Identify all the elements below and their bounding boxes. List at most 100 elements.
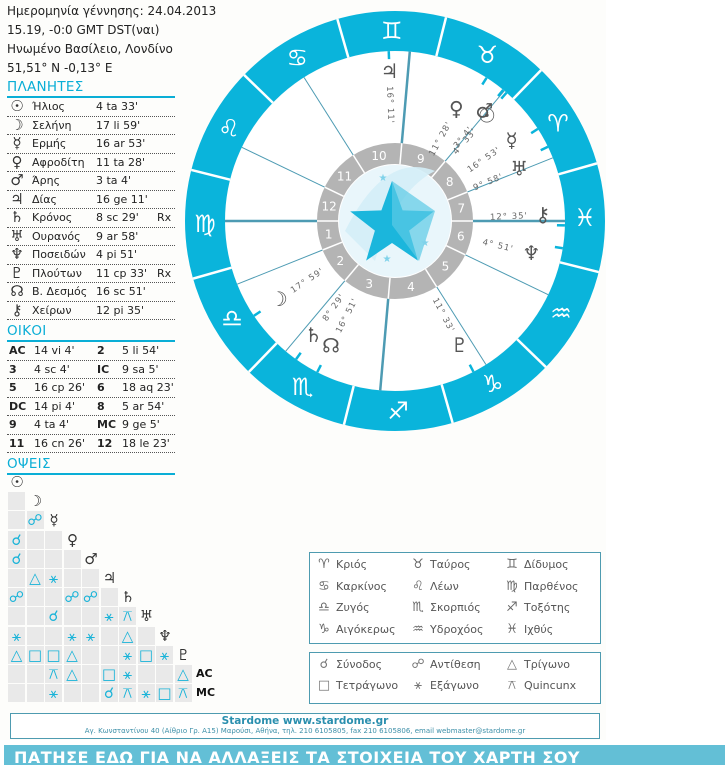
aspect-legend-item: □ Τετράγωνο <box>317 678 398 693</box>
moon-icon: ☽ <box>270 287 288 311</box>
zodiac-sign-icon: ♋ <box>287 44 309 72</box>
aspect-name: Αντίθεση <box>430 658 481 671</box>
house-number: 9 <box>417 152 425 166</box>
zodiac-sign-icon: ♊ <box>381 17 403 45</box>
aspect-glyph-icon: ☌ <box>317 657 331 672</box>
sign-glyph-icon: ♐ <box>505 600 519 615</box>
pluto-icon: ♇ <box>451 333 469 357</box>
aspect-glyph-icon: △ <box>505 657 519 672</box>
sign-glyph-icon: ♋ <box>317 579 331 594</box>
footer: Stardome www.stardome.gr Αγ. Κωνσταντίνο… <box>10 713 600 739</box>
sign-legend-item: ♉ Ταύρος <box>411 557 471 572</box>
aspect-name: Quincunx <box>524 679 576 692</box>
footer-address: Αγ. Κωνσταντίνου 40 (Αίθριο Γρ. Α15) Μαρ… <box>11 727 599 736</box>
aspect-glyph-icon: □ <box>317 678 331 693</box>
zodiac-sign-icon: ♉ <box>477 41 499 69</box>
sign-legend-item: ♋ Καρκίνος <box>317 579 387 594</box>
sign-name: Υδροχόος <box>430 623 483 636</box>
sign-name: Λέων <box>430 580 459 593</box>
house-number: 1 <box>325 227 333 241</box>
aspect-legend-item: △ Τρίγωνο <box>505 657 570 672</box>
sign-legend-item: ♌ Λέων <box>411 579 459 594</box>
zodiac-sign-icon: ♌ <box>218 115 240 143</box>
sign-glyph-icon: ♑ <box>317 622 331 637</box>
zodiac-sign-icon: ♈ <box>547 109 569 137</box>
sign-glyph-icon: ♎ <box>317 600 331 615</box>
sign-glyph-icon: ♊ <box>505 557 519 572</box>
aspect-glyph-icon: ⚻ <box>505 678 519 693</box>
zodiac-sign-icon: ♏ <box>292 373 314 401</box>
zodiac-sign-icon: ♒ <box>550 299 572 327</box>
sign-name: Κριός <box>336 558 367 571</box>
sign-legend-item: ♊ Δίδυμος <box>505 557 569 572</box>
aspect-glyph-icon: ☍ <box>411 657 425 672</box>
house-number: 3 <box>365 277 373 291</box>
zodiac-sign-icon: ♎ <box>221 305 243 333</box>
house-number: 7 <box>457 202 465 216</box>
sign-legend-item: ♎ Ζυγός <box>317 600 370 615</box>
aspect-name: Σύνοδος <box>336 658 382 671</box>
house-number: 5 <box>442 259 450 273</box>
aspect-legend-item: ☌ Σύνοδος <box>317 657 382 672</box>
sign-legend-item: ♑ Αιγόκερως <box>317 622 396 637</box>
small-star-icon: ★ <box>421 238 430 249</box>
aspect-glyph-icon: ⚹ <box>411 678 425 693</box>
sign-legend-item: ♒ Υδροχόος <box>411 622 483 637</box>
sign-glyph-icon: ♌ <box>411 579 425 594</box>
sign-name: Σκορπιός <box>430 601 481 614</box>
aspect-name: Τρίγωνο <box>524 658 570 671</box>
sign-glyph-icon: ♍ <box>505 579 519 594</box>
jupiter-icon: ♃ <box>381 59 399 83</box>
sign-name: Τοξότης <box>524 601 570 614</box>
change-chart-banner-button[interactable]: ΠΑΤΗΣΕ ΕΔΩ ΓΙΑ ΝΑ ΑΛΛΑΞΕΙΣ ΤΑ ΣΤΟΙΧΕΙΑ Τ… <box>4 745 725 765</box>
aspect-name: Τετράγωνο <box>336 679 398 692</box>
aspect-legend: ☌ Σύνοδος ☍ Αντίθεση △ Τρίγωνο □ Τετράγωνο ⚹ Εξάγ… <box>309 652 601 704</box>
sign-legend-item: ♍ Παρθένος <box>505 579 579 594</box>
chiron-icon: ⚷ <box>536 203 551 227</box>
sign-name: Δίδυμος <box>524 558 569 571</box>
neptune-icon: ♆ <box>522 241 540 265</box>
planet-tick <box>555 247 563 248</box>
house-number: 10 <box>371 149 386 163</box>
uranus-icon: ♅ <box>510 156 528 180</box>
sign-glyph-icon: ♈ <box>317 557 331 572</box>
sign-legend-item: ♐ Τοξότης <box>505 600 570 615</box>
house-number: 11 <box>337 170 352 184</box>
aspect-legend-item: ⚻ Quincunx <box>505 678 576 693</box>
sign-name: Ζυγός <box>336 601 370 614</box>
sign-glyph-icon: ♏ <box>411 600 425 615</box>
zodiac-sign-icon: ♓ <box>574 204 596 232</box>
sign-name: Καρκίνος <box>336 580 387 593</box>
aspect-legend-item: ☍ Αντίθεση <box>411 657 481 672</box>
sign-glyph-icon: ♓ <box>505 622 519 637</box>
small-star-icon: ★ <box>383 254 392 265</box>
zodiac-sign-icon: ♐ <box>387 397 409 425</box>
house-number: 6 <box>457 230 465 244</box>
mercury-icon: ☿ <box>505 128 517 152</box>
venus-icon: ♀ <box>449 97 464 121</box>
planet-degree-label: 16° 11' <box>384 86 395 124</box>
sign-legend-item: ♏ Σκορπιός <box>411 600 481 615</box>
aspect-name: Εξάγωνο <box>430 679 479 692</box>
saturn-icon: ♄ <box>305 323 323 347</box>
house-number: 2 <box>337 254 345 268</box>
sign-legend-item: ♈ Κριός <box>317 557 367 572</box>
house-number: 8 <box>446 175 454 189</box>
planet-degree-label: 12° 35' <box>490 211 528 223</box>
sign-name: Αιγόκερως <box>336 623 396 636</box>
aspect-legend-item: ⚹ Εξάγωνο <box>411 678 479 693</box>
footer-brand-link[interactable]: Stardome www.stardome.gr <box>11 715 599 727</box>
sign-name: Ταύρος <box>430 558 471 571</box>
small-star-icon: ★ <box>379 173 388 184</box>
zodiac-sign-icon: ♍ <box>194 210 216 238</box>
sign-legend-item: ♓ Ιχθύς <box>505 622 553 637</box>
sign-name: Ιχθύς <box>524 623 553 636</box>
sign-legend: ♈ Κριός ♉ Ταύρος ♊ Δίδυμος ♋ Καρκίνος ♌ Λέων ♍ Παρθ… <box>309 552 601 644</box>
sign-name: Παρθένος <box>524 580 579 593</box>
sign-glyph-icon: ♉ <box>411 557 425 572</box>
sign-glyph-icon: ♒ <box>411 622 425 637</box>
house-number: 4 <box>407 280 415 294</box>
mars-icon: ♂ <box>475 99 493 123</box>
north-node-icon: ☊ <box>322 333 340 357</box>
zodiac-sign-icon: ♑ <box>482 370 504 398</box>
